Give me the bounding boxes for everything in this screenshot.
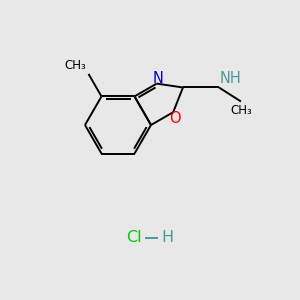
Text: CH₃: CH₃ bbox=[230, 104, 252, 118]
Text: O: O bbox=[169, 111, 181, 126]
Text: N: N bbox=[152, 71, 163, 86]
Text: NH: NH bbox=[220, 71, 242, 86]
Text: CH₃: CH₃ bbox=[65, 59, 86, 72]
Text: H: H bbox=[161, 230, 173, 245]
Text: Cl: Cl bbox=[126, 230, 142, 245]
